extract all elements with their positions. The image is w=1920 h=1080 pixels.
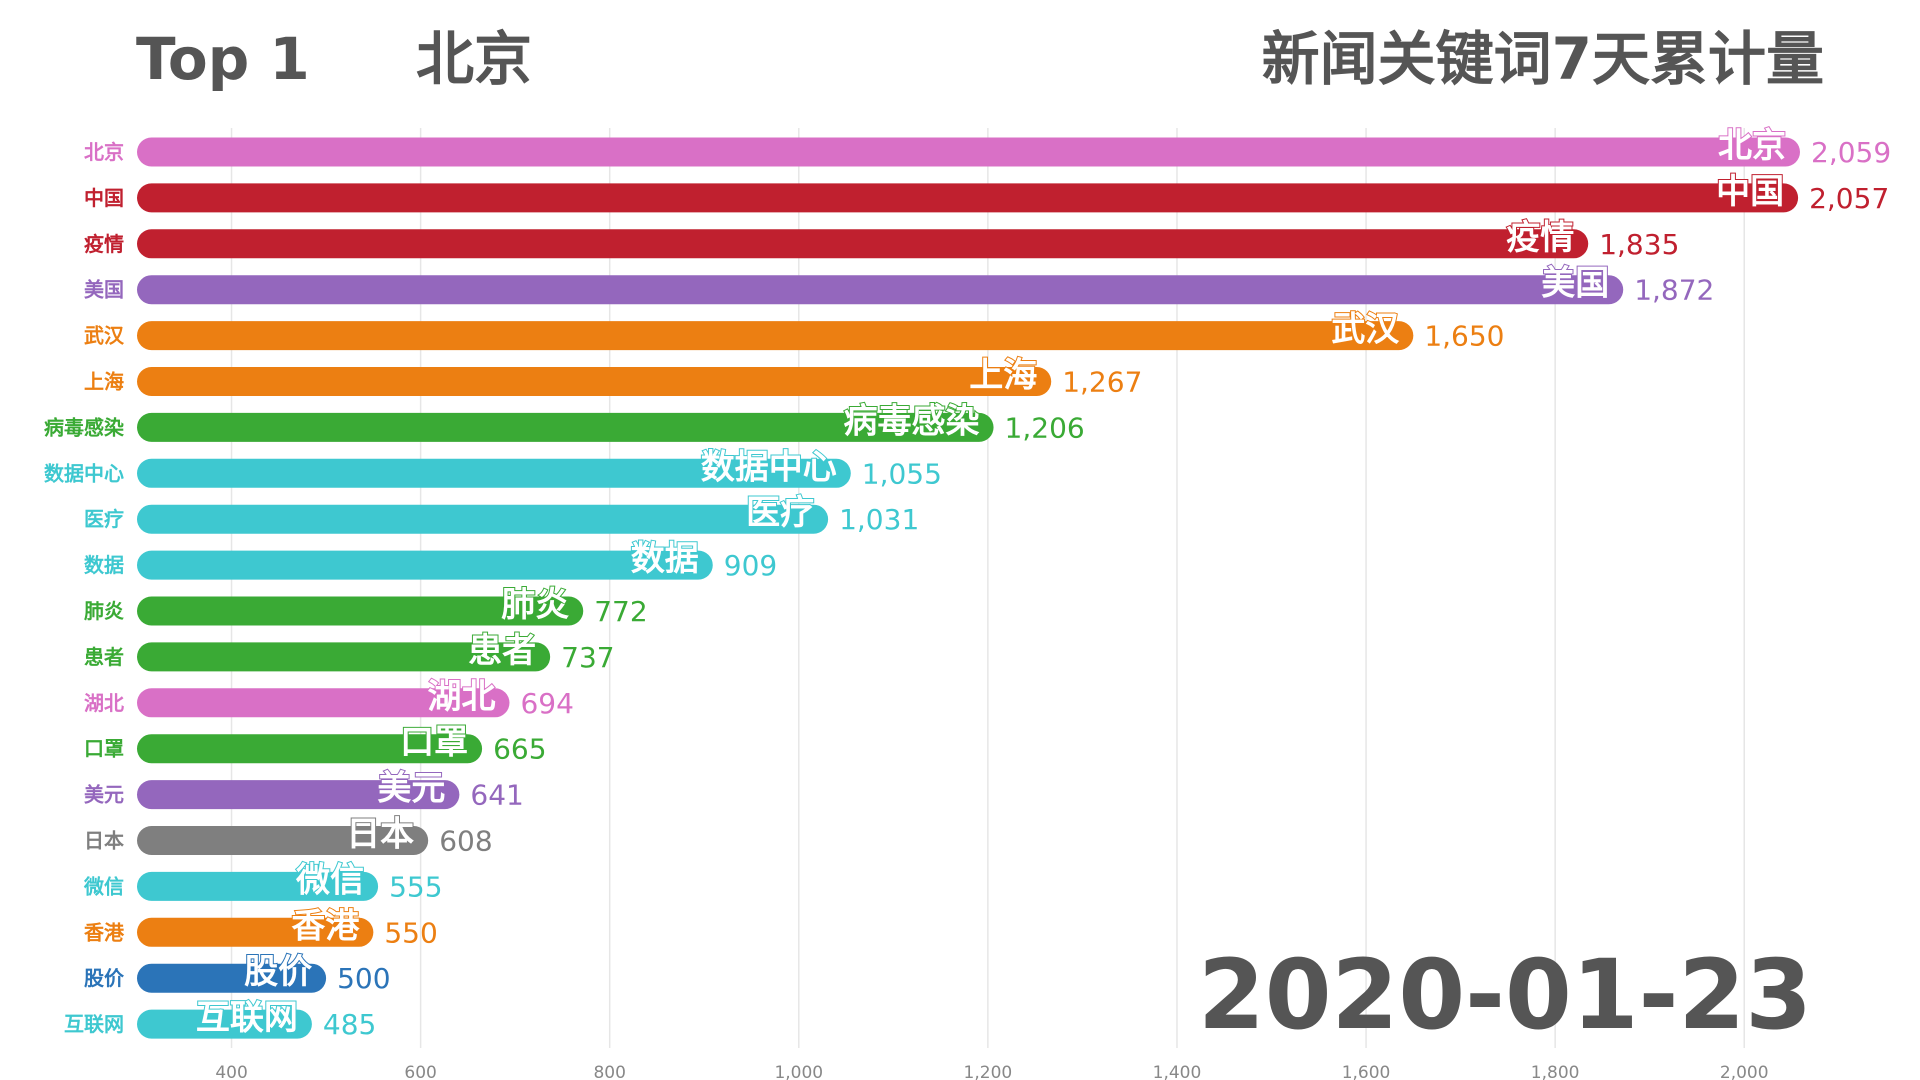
bar-inner-label: 武汉 (1331, 310, 1400, 350)
bar-inner-label: 口罩 (400, 723, 468, 763)
category-label: 北京 (84, 140, 124, 164)
category-label: 日本 (84, 829, 124, 853)
bar (137, 458, 851, 488)
x-tick-label: 1,200 (964, 1063, 1013, 1080)
value-label: 1,031 (839, 503, 919, 536)
bar-inner-label: 肺炎 (501, 585, 569, 625)
x-tick-label: 1,400 (1153, 1063, 1202, 1080)
top-keyword-label: 北京 (416, 25, 533, 93)
value-label: 1,267 (1062, 366, 1142, 399)
bar-inner-label: 微信 (295, 860, 364, 900)
category-label: 美国 (84, 278, 124, 302)
x-tick-label: 400 (215, 1063, 247, 1080)
bar (137, 137, 1800, 167)
category-label: 美元 (84, 783, 124, 807)
value-label: 2,057 (1809, 182, 1889, 215)
date-display: 2020-01-23 (1197, 939, 1812, 1051)
bar-inner-label: 股价 (244, 952, 312, 992)
category-label: 湖北 (84, 691, 124, 715)
category-label: 香港 (84, 920, 125, 944)
category-label: 上海 (84, 370, 124, 394)
x-tick-label: 2,000 (1720, 1063, 1769, 1080)
value-label: 909 (724, 549, 777, 582)
bar (137, 550, 713, 580)
value-label: 1,055 (862, 457, 942, 490)
category-label: 数据中心 (44, 461, 124, 485)
x-tick-label: 1,600 (1342, 1063, 1391, 1080)
value-label: 772 (594, 595, 647, 628)
bar-inner-label: 美国 (1541, 264, 1609, 304)
category-label: 医疗 (84, 507, 124, 531)
category-label: 患者 (84, 645, 124, 669)
bar-inner-label: 上海 (969, 356, 1037, 396)
category-label: 微信 (83, 874, 124, 898)
bar-inner-label: 日本 (346, 815, 414, 855)
category-label: 武汉 (84, 324, 125, 348)
bar-inner-label: 患者 (468, 631, 536, 671)
value-label: 608 (439, 825, 492, 858)
bar-inner-label: 香港 (291, 906, 360, 946)
x-tick-label: 800 (593, 1063, 625, 1080)
value-label: 1,650 (1424, 320, 1504, 353)
bar (137, 688, 510, 718)
category-label: 口罩 (84, 737, 124, 761)
bar (137, 780, 460, 810)
bar (137, 1009, 312, 1039)
bar (137, 183, 1799, 213)
bar (137, 367, 1052, 396)
bar-inner-label: 疫情 (1506, 218, 1574, 258)
bar (137, 826, 429, 855)
value-label: 485 (323, 1008, 376, 1041)
bar-inner-label: 中国 (1716, 172, 1784, 212)
x-tick-label: 1,000 (774, 1063, 823, 1080)
category-label: 病毒感染 (44, 415, 125, 439)
value-label: 1,835 (1599, 228, 1679, 261)
bar (137, 963, 327, 993)
value-label: 694 (520, 687, 573, 720)
value-label: 665 (493, 733, 546, 766)
x-tick-label: 1,800 (1531, 1063, 1580, 1080)
value-label: 500 (337, 962, 390, 995)
bar (137, 229, 1589, 259)
value-label: 737 (561, 641, 614, 674)
bar-inner-label: 北京 (1718, 126, 1786, 166)
bar-inner-label: 美元 (377, 769, 445, 809)
bar (137, 275, 1624, 305)
value-label: 1,206 (1005, 411, 1085, 444)
bar (137, 321, 1414, 351)
x-tick-label: 600 (404, 1063, 436, 1080)
bar-inner-label: 湖北 (427, 677, 495, 717)
value-label: 550 (384, 916, 437, 949)
category-label: 疫情 (84, 232, 124, 256)
value-label: 641 (470, 779, 523, 812)
bar (137, 871, 379, 901)
bar (137, 917, 374, 947)
value-label: 1,872 (1634, 274, 1714, 307)
bar (137, 596, 584, 626)
bar (137, 504, 829, 534)
top-rank-label: Top 1 (136, 25, 310, 93)
bar (137, 412, 994, 442)
bar (137, 734, 483, 764)
chart-title: 新闻关键词7天累计量 (1261, 25, 1824, 93)
bar-inner-label: 病毒感染 (844, 401, 980, 441)
category-label: 股价 (84, 966, 125, 990)
bar-inner-label: 医疗 (746, 493, 814, 533)
bar-inner-label: 数据 (631, 539, 699, 579)
category-label: 数据 (84, 553, 124, 577)
category-label: 互联网 (64, 1012, 124, 1036)
value-label: 2,059 (1811, 136, 1891, 169)
category-label: 中国 (84, 186, 124, 210)
category-label: 肺炎 (84, 599, 124, 623)
bar-inner-label: 互联网 (196, 998, 298, 1038)
value-label: 555 (389, 870, 442, 903)
bar-inner-label: 数据中心 (701, 447, 837, 487)
bar (137, 642, 551, 672)
